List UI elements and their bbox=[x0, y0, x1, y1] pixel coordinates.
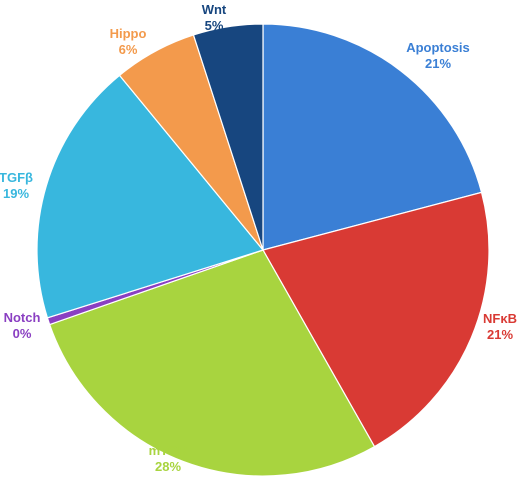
slice-name: Apoptosis bbox=[406, 40, 470, 55]
slice-name: Wnt bbox=[202, 2, 227, 17]
slice-name: Notch bbox=[4, 310, 41, 325]
slice-label-wnt: Wnt 5% bbox=[202, 2, 227, 33]
slice-percent: 21% bbox=[487, 327, 513, 342]
pie-slices bbox=[36, 23, 490, 477]
pie-slice-nf-b bbox=[262, 191, 490, 448]
pie-labels: Apoptosis 21%NFκB 21%mTOR 28%Notch 0%TGFβ 19%… bbox=[0, 2, 517, 474]
slice-label-mtor: mTOR 28% bbox=[149, 443, 188, 474]
slice-label-hippo: Hippo 6% bbox=[110, 26, 147, 57]
slice-label-notch: Notch 0% bbox=[4, 310, 41, 341]
slice-percent: 5% bbox=[205, 18, 224, 33]
slice-percent: 21% bbox=[425, 56, 451, 71]
slice-label-apoptosis: Apoptosis 21% bbox=[406, 40, 470, 71]
pie-slice-tgf- bbox=[36, 74, 265, 319]
pie-slice-apoptosis bbox=[262, 23, 483, 251]
slice-percent: 0% bbox=[13, 326, 32, 341]
slice-percent: 28% bbox=[155, 459, 181, 474]
pie-slice-wnt bbox=[192, 23, 264, 251]
slice-name: mTOR bbox=[149, 443, 188, 458]
slice-label-tgf-: TGFβ 19% bbox=[0, 170, 33, 201]
slice-percent: 6% bbox=[119, 42, 138, 57]
slice-name: NFκB bbox=[483, 311, 517, 326]
slice-name: TGFβ bbox=[0, 170, 33, 185]
slice-percent: 19% bbox=[3, 186, 29, 201]
slice-name: Hippo bbox=[110, 26, 147, 41]
pie-slice-mtor bbox=[48, 249, 376, 477]
slice-label-nf-b: NFκB 21% bbox=[483, 311, 517, 342]
